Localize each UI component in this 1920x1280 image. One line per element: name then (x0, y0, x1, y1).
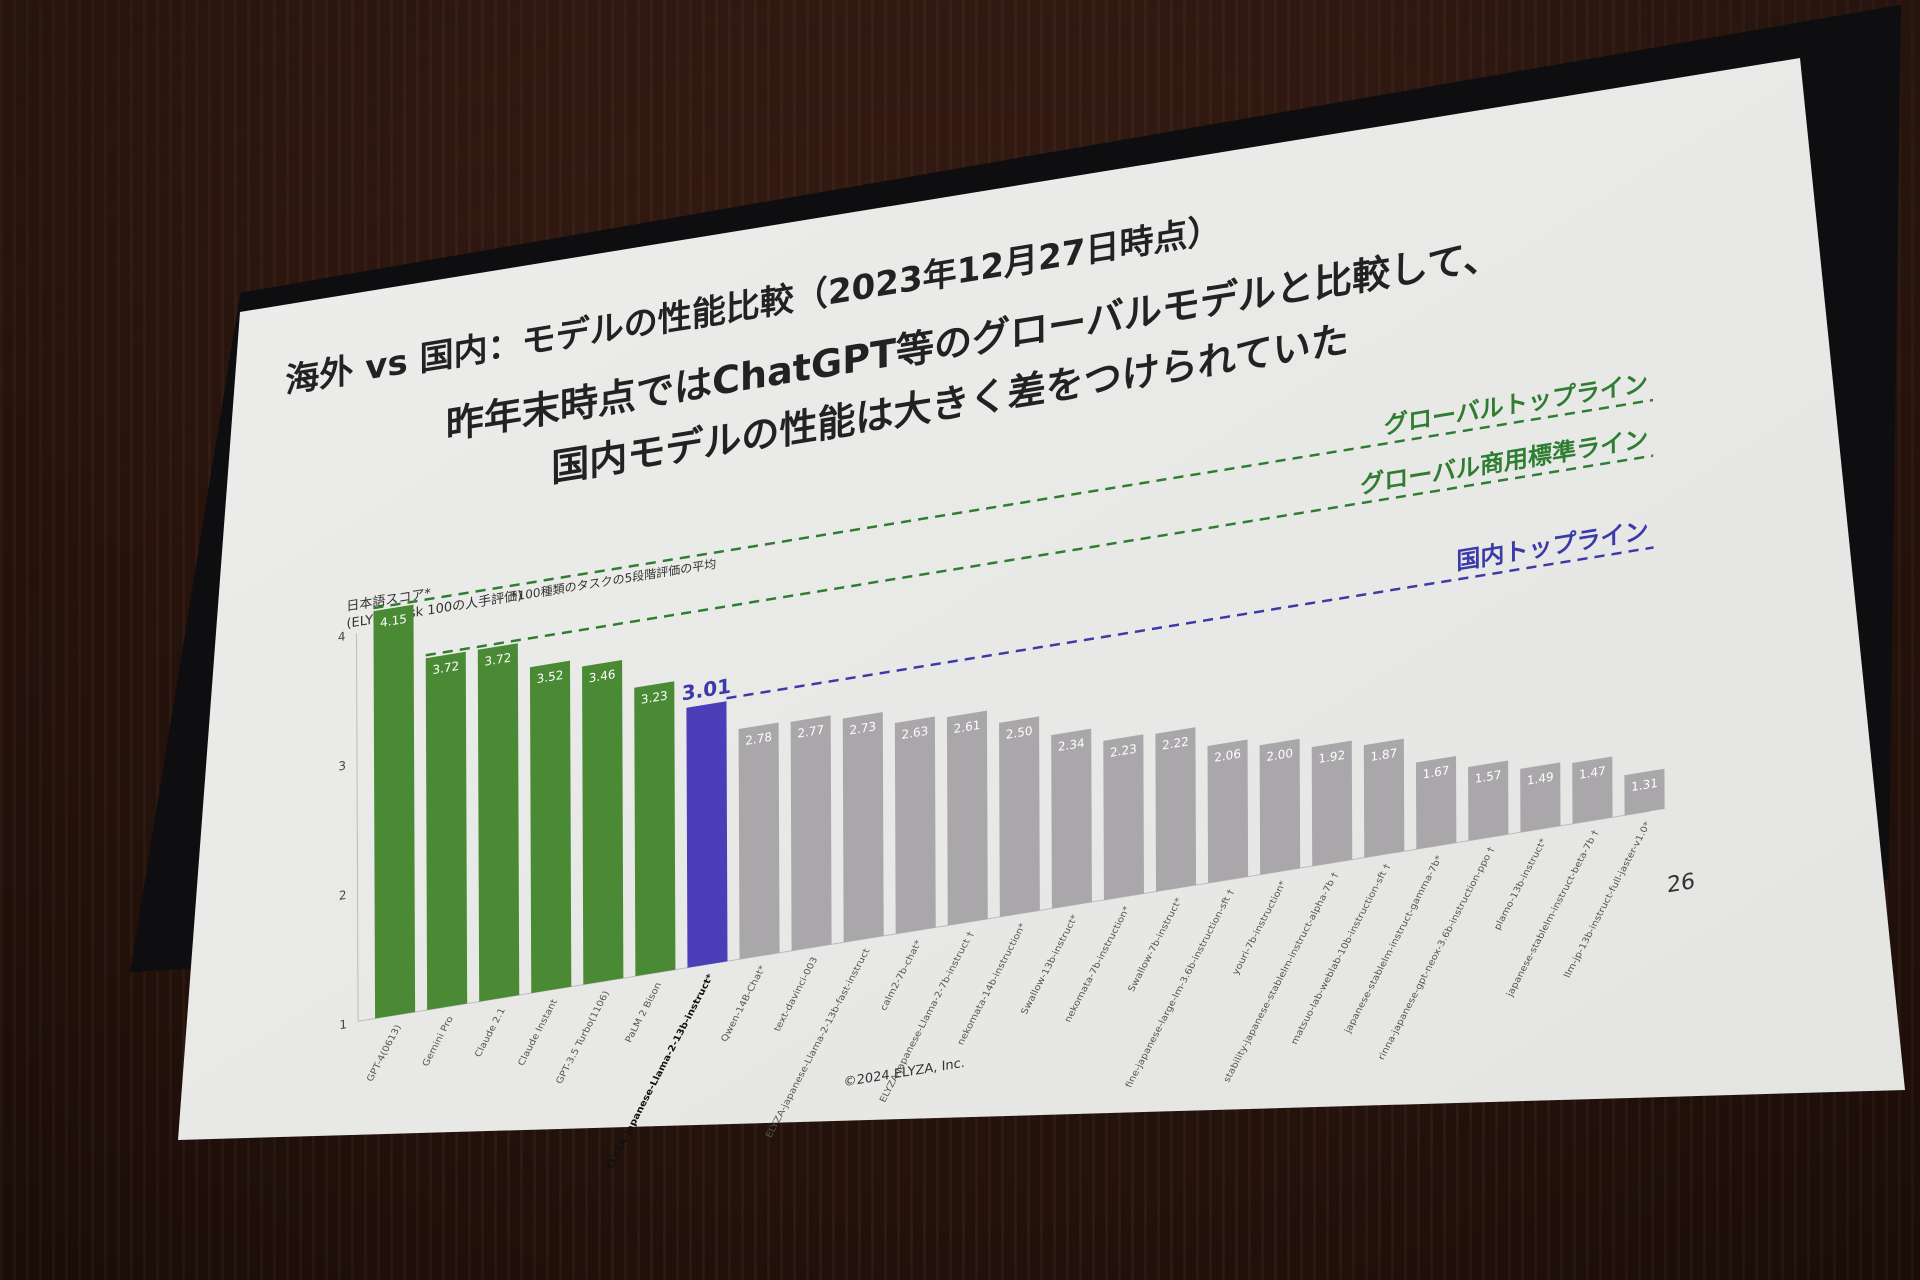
bar-value-label: 1.92 (1318, 748, 1345, 766)
bar-value-label: 3.72 (432, 659, 459, 677)
bar (1415, 756, 1457, 850)
bar (1103, 734, 1144, 900)
bar-series (373, 604, 1665, 1019)
bar-value-label: 1.31 (1631, 776, 1658, 794)
bar-value-label: 2.63 (902, 724, 929, 742)
reference-line (425, 454, 1654, 657)
y-tick-label: 1 (339, 1017, 347, 1032)
bar (1624, 768, 1665, 816)
y-tick-label: 4 (338, 629, 346, 644)
bar (790, 715, 832, 951)
bar-value-label: 2.34 (1058, 736, 1085, 754)
bar-value-label: 2.78 (745, 730, 772, 748)
bar-value-label: 4.15 (380, 612, 407, 630)
bar-value-label: 3.52 (537, 668, 564, 686)
bar (1520, 762, 1561, 833)
bar (1363, 738, 1405, 858)
bar-value-label: 2.06 (1214, 747, 1241, 765)
bar (373, 604, 416, 1019)
bar (1311, 740, 1353, 867)
y-axis-ticks: 1 2 3 4 (338, 629, 347, 1032)
bar-value-label: 3.23 (641, 688, 668, 706)
bar-value-label: 1.57 (1475, 768, 1502, 786)
bar-value-label: 3.72 (484, 650, 511, 668)
bar (842, 712, 884, 943)
page-number: 26 (1667, 868, 1695, 898)
reference-line (373, 398, 1653, 610)
bar-value-label: 1.67 (1423, 763, 1450, 781)
bar (1572, 756, 1613, 824)
bar-value-label: 1.49 (1527, 770, 1554, 788)
bar (1155, 727, 1197, 892)
bar-value-label: 2.50 (1006, 724, 1033, 742)
bar (946, 710, 988, 926)
bar-value-label: 3.46 (589, 667, 616, 685)
bar (425, 651, 468, 1011)
bar (529, 660, 572, 994)
y-axis-line (355, 633, 359, 1022)
bar (634, 681, 676, 977)
reference-line (726, 546, 1654, 700)
bar (1207, 739, 1249, 884)
y-tick-label: 2 (339, 888, 347, 903)
bar (582, 659, 624, 985)
bar (738, 722, 780, 960)
bar-value-label: 2.00 (1266, 746, 1293, 764)
bar-value-label: 1.47 (1579, 764, 1606, 782)
bar (1259, 738, 1301, 875)
bar-value-label: 1.87 (1370, 746, 1397, 764)
bar (999, 716, 1040, 917)
bar (686, 701, 728, 968)
bar (894, 716, 936, 934)
bar-value-label: 2.77 (797, 723, 824, 741)
bar-value-label: 2.22 (1162, 734, 1189, 752)
bar (1051, 728, 1092, 909)
bar-value-label: 2.73 (849, 719, 876, 737)
y-tick-label: 3 (338, 758, 346, 773)
bar (1468, 760, 1509, 841)
bar-value-label: 2.23 (1110, 742, 1137, 760)
bar-value-label: 2.61 (954, 718, 981, 736)
bar (477, 643, 520, 1002)
